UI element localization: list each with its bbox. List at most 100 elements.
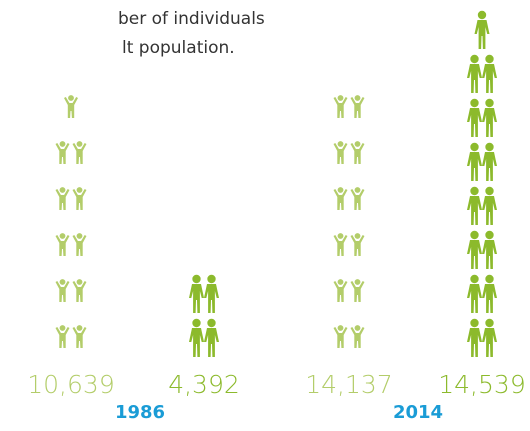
icon-body [482, 152, 497, 181]
icon-body [350, 327, 365, 348]
person-icon [189, 318, 204, 357]
icon-body [55, 235, 70, 256]
icon-body [467, 328, 482, 357]
year-label: 2014 [393, 402, 443, 423]
person-icon [72, 279, 87, 302]
icon-head [76, 233, 83, 239]
icon-body [482, 64, 497, 93]
person-icon [333, 141, 348, 164]
person-icon [467, 186, 482, 225]
icon-body [467, 196, 482, 225]
icon-head [337, 279, 344, 285]
icon-head [192, 318, 201, 328]
icon-body [55, 189, 70, 210]
person-icon [333, 325, 348, 348]
icon-head [485, 274, 494, 284]
icon-body [72, 281, 87, 302]
icon-head [337, 233, 344, 239]
icon-head [485, 318, 494, 328]
icon-head [485, 98, 494, 108]
icon-head [76, 279, 83, 285]
person-icon [482, 230, 497, 269]
icon-body [204, 328, 219, 357]
icon-body [55, 143, 70, 164]
value-label: 14,137 [305, 370, 392, 399]
person-icon [55, 187, 70, 210]
icon-body [64, 97, 78, 118]
icon-body [72, 143, 87, 164]
person-icon [350, 233, 365, 256]
icon-body [350, 281, 365, 302]
icon-body [467, 64, 482, 93]
person-icon [72, 141, 87, 164]
icon-head [470, 318, 479, 328]
icon-body [482, 196, 497, 225]
intro-line: ber of individuals [118, 9, 265, 29]
person-icon [350, 187, 365, 210]
person-icon [467, 142, 482, 181]
person-icon [350, 95, 365, 118]
icon-head [470, 186, 479, 196]
icon-head [470, 98, 479, 108]
icon-head [76, 141, 83, 147]
person-icon [482, 54, 497, 93]
icon-body [204, 284, 219, 313]
person-icon [474, 10, 490, 49]
person-icon [204, 274, 219, 313]
icon-body [467, 240, 482, 269]
icon-body [55, 327, 70, 348]
icon-body [482, 328, 497, 357]
person-icon [204, 318, 219, 357]
icon-head [485, 186, 494, 196]
icon-head [354, 187, 361, 193]
icon-head [68, 95, 74, 101]
person-icon [55, 233, 70, 256]
person-icon [482, 98, 497, 137]
person-icon [64, 95, 78, 118]
icon-body [482, 284, 497, 313]
icon-body [189, 328, 204, 357]
person-icon [467, 274, 482, 313]
person-icon [333, 279, 348, 302]
person-icon [467, 318, 482, 357]
person-icon [55, 141, 70, 164]
icon-head [207, 274, 216, 284]
person-icon [482, 318, 497, 357]
icon-head [337, 325, 344, 331]
icon-head [354, 279, 361, 285]
person-icon [482, 142, 497, 181]
icon-head [59, 233, 66, 239]
icon-head [337, 141, 344, 147]
person-icon [350, 325, 365, 348]
person-icon [72, 233, 87, 256]
icon-head [477, 10, 487, 20]
person-icon [467, 230, 482, 269]
year-label: 1986 [115, 402, 165, 423]
icon-head [470, 230, 479, 240]
person-icon [482, 186, 497, 225]
icon-body [333, 327, 348, 348]
person-icon [72, 325, 87, 348]
icon-head [76, 325, 83, 331]
icon-head [354, 95, 361, 101]
value-label: 4,392 [168, 370, 240, 399]
icon-head [59, 141, 66, 147]
icon-body [333, 143, 348, 164]
intro-line: lt population. [122, 38, 235, 58]
icon-body [72, 327, 87, 348]
icon-body [350, 97, 365, 118]
icon-body [482, 240, 497, 269]
person-icon [350, 141, 365, 164]
icon-head [354, 233, 361, 239]
icon-head [470, 142, 479, 152]
icon-head [485, 142, 494, 152]
icon-head [337, 95, 344, 101]
icon-body [467, 284, 482, 313]
icon-body [55, 281, 70, 302]
icon-body [467, 152, 482, 181]
icon-body [482, 108, 497, 137]
icon-head [470, 54, 479, 64]
icon-body [467, 108, 482, 137]
person-icon [350, 279, 365, 302]
